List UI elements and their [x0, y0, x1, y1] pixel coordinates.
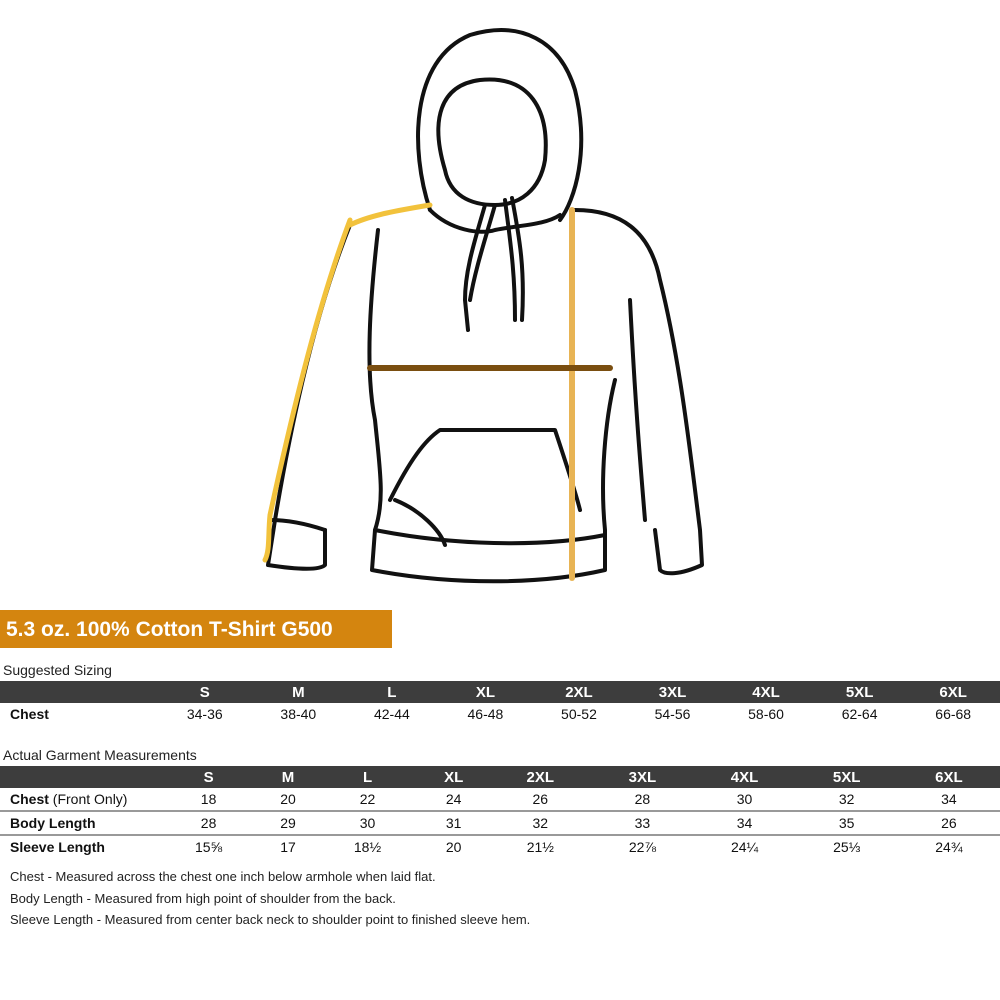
table-row: Chest 34-36 38-40 42-44 46-48 50-52 54-56 58-60… — [0, 703, 1000, 725]
measurement-cell: 18 — [158, 788, 260, 812]
size-header: L — [345, 681, 439, 703]
row-label-text: Body Length — [10, 815, 96, 831]
note-sleeve-length: Sleeve Length - Measured from center bac… — [10, 912, 531, 927]
size-header: M — [259, 766, 317, 788]
measurement-cell: 33 — [591, 811, 694, 836]
size-header: 3XL — [591, 766, 694, 788]
row-label-note: (Front Only) — [48, 791, 128, 807]
measurement-cell: 35 — [795, 811, 898, 836]
size-header: M — [251, 681, 346, 703]
measurement-cell: 30 — [316, 811, 419, 836]
measurement-cell: 32 — [489, 811, 592, 836]
measurement-cell: 58-60 — [748, 706, 784, 722]
measurement-cell: 29 — [259, 811, 317, 836]
note-body-length: Body Length - Measured from high point o… — [10, 890, 396, 906]
measurement-cell: 24¼ — [730, 839, 759, 855]
suggested-sizing-caption: Suggested Sizing — [3, 662, 112, 678]
size-header: S — [158, 681, 252, 703]
measurement-cell: 50-52 — [561, 706, 597, 722]
measurement-cell: 46-48 — [467, 706, 504, 722]
row-label: Sleeve Length — [0, 835, 158, 858]
measurement-cell: 32 — [795, 788, 898, 812]
measurement-cell: 34-36 — [186, 706, 223, 722]
size-header: 2XL — [489, 766, 592, 788]
measurement-cell: 26 — [897, 811, 1000, 836]
size-header: XL — [438, 681, 533, 703]
measurement-cell: 28 — [591, 788, 694, 812]
measurement-cell: 54-56 — [654, 706, 691, 722]
measurement-cell: 31 — [418, 811, 490, 836]
table-row: Sleeve Length 15⅝ 17 18½ 20 21½ 22⅞ 24¼ 25⅓ 24¾ — [0, 835, 1000, 858]
measurement-cell: 24¾ — [935, 839, 963, 855]
measurement-cell: 22⅞ — [628, 839, 657, 855]
table-row: Chest (Front Only) 18 20 22 24 26 28 30 32 34 — [0, 788, 1000, 812]
row-label: Body Length — [0, 811, 158, 836]
size-header: L — [316, 766, 419, 788]
measurement-cell: 42-44 — [373, 706, 410, 722]
measurement-cell: 34 — [897, 788, 1000, 812]
note-chest: Chest - Measured across the chest one in… — [10, 869, 436, 884]
product-title: 5.3 oz. 100% Cotton T-Shirt G500 — [0, 610, 392, 648]
measurement-cell: 17 — [280, 839, 296, 855]
size-header: 5XL — [812, 681, 907, 703]
row-label: Chest — [0, 703, 158, 725]
measurement-notes: Chest - Measured across the chest one in… — [10, 866, 530, 931]
measurement-cell: 26 — [489, 788, 592, 812]
row-label-text: Sleeve Length — [10, 839, 105, 855]
row-label-text: Chest — [10, 791, 49, 807]
measurement-cell: 30 — [693, 788, 796, 812]
row-label: Chest (Front Only) — [0, 788, 158, 812]
row-label-text: Chest — [10, 706, 49, 722]
measurement-cell: 21½ — [526, 839, 554, 855]
measurement-cell: 38-40 — [280, 706, 317, 722]
size-header: 4XL — [693, 766, 796, 788]
size-header: 3XL — [625, 681, 720, 703]
table-row: Body Length 28 29 30 31 32 33 34 35 26 — [0, 811, 1000, 836]
hoodie-illustration — [262, 28, 704, 584]
size-header: 6XL — [906, 681, 1000, 703]
size-header: 5XL — [795, 766, 898, 788]
actual-measurements-table: S M L XL 2XL 3XL 4XL 5XL 6XL Chest (Front Only) 1… — [0, 766, 1000, 858]
size-header: 2XL — [532, 681, 626, 703]
measurement-cell: 66-68 — [935, 706, 972, 722]
measurement-cell: 20 — [445, 839, 462, 855]
measurement-cell: 22 — [316, 788, 419, 812]
size-header: 6XL — [897, 766, 1000, 788]
size-header: XL — [418, 766, 490, 788]
actual-measurements-caption: Actual Garment Measurements — [3, 747, 197, 763]
measurement-cell: 18½ — [353, 839, 382, 855]
size-header-row: S M L XL 2XL 3XL 4XL 5XL 6XL — [0, 681, 1000, 703]
measurement-cell: 24 — [418, 788, 490, 812]
size-header-row: S M L XL 2XL 3XL 4XL 5XL 6XL — [0, 766, 1000, 788]
size-header: S — [158, 766, 260, 788]
size-header: 4XL — [719, 681, 813, 703]
measurement-cell: 62-64 — [841, 706, 878, 722]
measurement-cell: 20 — [259, 788, 317, 812]
measurement-cell: 25⅓ — [833, 839, 861, 855]
measurement-cell: 15⅝ — [194, 839, 223, 855]
suggested-sizing-table: S M L XL 2XL 3XL 4XL 5XL 6XL Chest 34-36 38-40 42-4… — [0, 681, 1000, 725]
measurement-cell: 34 — [693, 811, 796, 836]
measurement-cell: 28 — [158, 811, 260, 836]
